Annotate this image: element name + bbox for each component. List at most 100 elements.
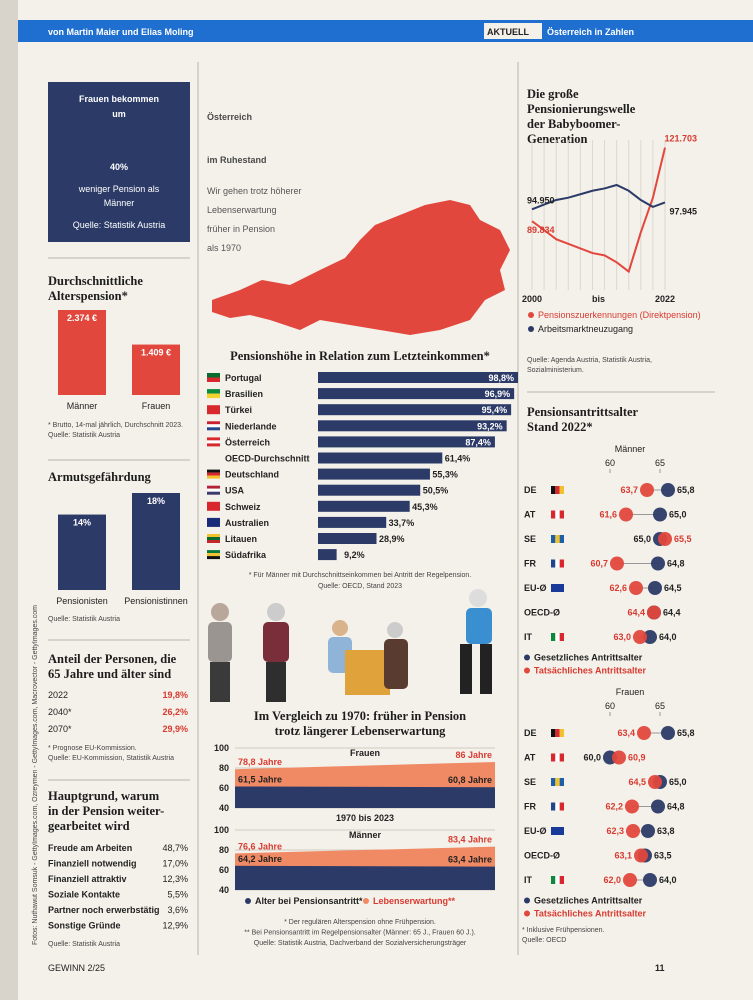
bar	[318, 436, 495, 448]
section-title: Pensionsantrittsalter	[527, 405, 639, 419]
value-label: 94.950	[527, 195, 555, 205]
dot	[643, 630, 657, 644]
value-label: 45,3%	[412, 502, 438, 512]
area	[235, 865, 495, 890]
value-label: 64,0	[659, 875, 677, 885]
row-value: 3,6%	[167, 905, 188, 915]
flag	[207, 421, 220, 425]
title: im Ruhestand	[207, 155, 267, 165]
flag	[551, 802, 556, 811]
category-label: FR	[524, 559, 536, 569]
dot	[619, 507, 633, 522]
flag	[551, 876, 556, 884]
panel-title: Männer	[349, 830, 382, 840]
flag	[207, 427, 220, 431]
note: Quelle: Statistik Austria, Dachverband d…	[254, 940, 467, 947]
row-value: 17,0%	[162, 859, 188, 869]
dot	[623, 873, 637, 887]
flag	[207, 534, 220, 537]
row-value: 48,7%	[162, 843, 188, 853]
tag: AKTUELL	[487, 27, 529, 37]
subtitle: Wir gehen trotz höherer	[207, 186, 302, 196]
flag	[551, 486, 556, 494]
flag	[207, 488, 220, 492]
category-label: SE	[524, 534, 536, 544]
row-value: 12,9%	[162, 921, 188, 931]
photo-credit: Fotos: Nuthawut Somsuk - GettyImages.com…	[32, 605, 39, 945]
subtitle: Lebenserwartung	[207, 205, 277, 215]
bar	[318, 500, 410, 512]
category-label: DE	[524, 485, 537, 495]
dot	[658, 532, 672, 546]
y-tick-label: 100	[214, 743, 229, 753]
flag	[207, 389, 220, 394]
value-label: 96,9%	[485, 389, 511, 399]
dot	[641, 824, 655, 838]
source: Quelle: Statistik Austria	[48, 616, 120, 623]
value-label: 61,4%	[445, 454, 471, 464]
source: Quelle: Statistik Austria	[73, 220, 166, 230]
section: Österreich in Zahlen	[547, 27, 634, 37]
section-title: in der Pension weiter-	[48, 804, 164, 818]
x-tick-label: 2000	[522, 294, 542, 304]
bar	[318, 484, 421, 496]
row-value: 29,9%	[162, 724, 188, 734]
value-label: 28,9%	[379, 534, 405, 544]
value-label: 63,5	[654, 851, 672, 861]
row-label: Freude am Arbeiten	[48, 843, 132, 853]
flag	[551, 729, 556, 737]
flag	[207, 377, 220, 382]
x-tick-label: 60	[605, 701, 615, 711]
tag-box	[484, 23, 542, 39]
value-label: 64,4	[663, 608, 681, 618]
flag	[551, 753, 556, 762]
value-label: 62,2	[605, 802, 623, 812]
value-label: 62,0	[603, 875, 621, 885]
flag	[207, 469, 220, 473]
illustration	[208, 589, 492, 702]
source: Quelle: Statistik Austria	[48, 941, 120, 948]
category-label: Brasilien	[225, 389, 263, 399]
note: ** Bei Pensionsantritt im Regelpensionsa…	[244, 930, 476, 937]
category-label: Pensionistinnen	[124, 596, 188, 606]
flag	[555, 753, 560, 762]
y-tick-label: 100	[214, 825, 229, 835]
highlight-text: Männer	[104, 198, 135, 208]
flag	[207, 491, 220, 495]
value-label: 18%	[147, 496, 165, 506]
flag	[559, 633, 564, 641]
category-label: Österreich	[225, 437, 270, 447]
flag	[559, 802, 564, 811]
flag	[207, 540, 220, 543]
flag	[207, 437, 220, 441]
row-label: Finanziell notwendig	[48, 859, 137, 869]
value-label: 121.703	[664, 134, 697, 144]
value-label: 65,0	[669, 510, 687, 520]
note: * Der regulären Alterspension ohne Frühp…	[284, 919, 436, 926]
category-label: Litauen	[225, 534, 257, 544]
category-label: USA	[225, 486, 245, 496]
value-label: 64,8	[667, 802, 685, 812]
title: Österreich	[207, 112, 252, 122]
category-label: Pensionisten	[56, 596, 108, 606]
flag	[207, 393, 220, 399]
flag	[207, 443, 220, 447]
magazine: GEWINN 2/25	[48, 963, 105, 973]
y-tick-label: 80	[219, 763, 229, 773]
dot	[661, 483, 675, 497]
dot	[647, 605, 661, 620]
legend-marker	[524, 667, 530, 674]
value-label: 78,8 Jahre	[238, 757, 282, 767]
value-label: 60,7	[590, 559, 608, 569]
bar	[132, 344, 180, 395]
dot	[648, 581, 662, 595]
highlight-figure: 40%	[110, 162, 128, 172]
value-label: 89.834	[527, 225, 555, 235]
row-value: 5,5%	[167, 890, 188, 900]
flag	[551, 584, 564, 592]
flag	[207, 424, 220, 428]
dot	[626, 824, 640, 838]
value-label: 65,5	[674, 534, 692, 544]
category-label: OECD-Ø	[524, 851, 560, 861]
x-tick-label: 65	[655, 458, 665, 468]
